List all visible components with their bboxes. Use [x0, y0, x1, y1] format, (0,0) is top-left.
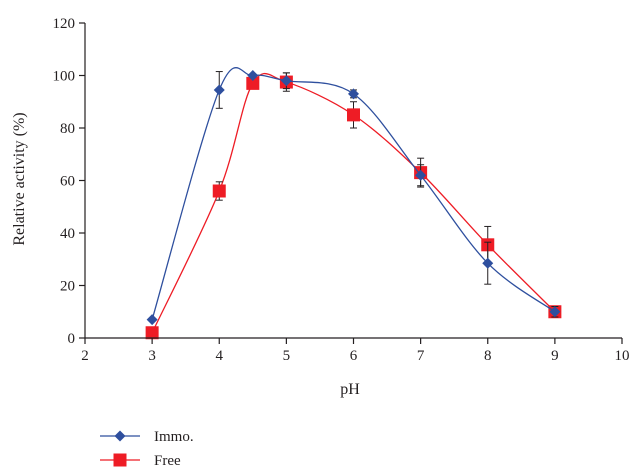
y-axis-label: Relative activity (%): [11, 112, 28, 245]
legend-label: Free: [154, 453, 181, 469]
legend-item: Immo.: [100, 429, 194, 445]
data-point: [213, 84, 225, 96]
x-tick-label: 10: [615, 348, 630, 364]
x-tick-label: 7: [417, 348, 425, 364]
legend-item: Free: [100, 453, 181, 469]
x-tick-label: 6: [350, 348, 358, 364]
x-tick-label: 2: [81, 348, 89, 364]
legend-label: Immo.: [154, 429, 194, 445]
plot-area: [145, 67, 562, 340]
series-line: [151, 67, 556, 320]
data-point: [415, 169, 427, 181]
x-tick-label: 5: [283, 348, 291, 364]
y-tick-label: 80: [60, 121, 75, 137]
y-tick-label: 120: [53, 16, 76, 32]
series-free: [145, 72, 562, 340]
data-point: [247, 70, 259, 81]
data-point: [146, 314, 158, 326]
x-tick-label: 9: [551, 348, 559, 364]
data-point: [212, 184, 226, 198]
y-tick-label: 0: [68, 331, 76, 347]
data-point: [348, 88, 359, 100]
series-immo: [146, 67, 561, 326]
x-axis-label: pH: [340, 381, 360, 398]
x-tick-label: 8: [484, 348, 492, 364]
data-point: [246, 76, 260, 90]
x-tick-label: 3: [148, 348, 156, 364]
legend-marker: [113, 453, 127, 467]
data-point: [280, 75, 292, 87]
y-tick-label: 20: [60, 279, 75, 295]
data-point: [347, 108, 360, 122]
x-tick-label: 4: [216, 348, 224, 364]
data-point: [145, 326, 159, 340]
y-tick-label: 60: [60, 174, 75, 190]
data-point: [482, 257, 494, 269]
legend-marker: [114, 430, 126, 442]
data-point: [549, 306, 561, 318]
axes: [84, 23, 622, 339]
y-tick-label: 100: [53, 69, 76, 85]
legend: Immo. Free: [100, 429, 194, 469]
y-tick-label: 40: [60, 226, 75, 242]
